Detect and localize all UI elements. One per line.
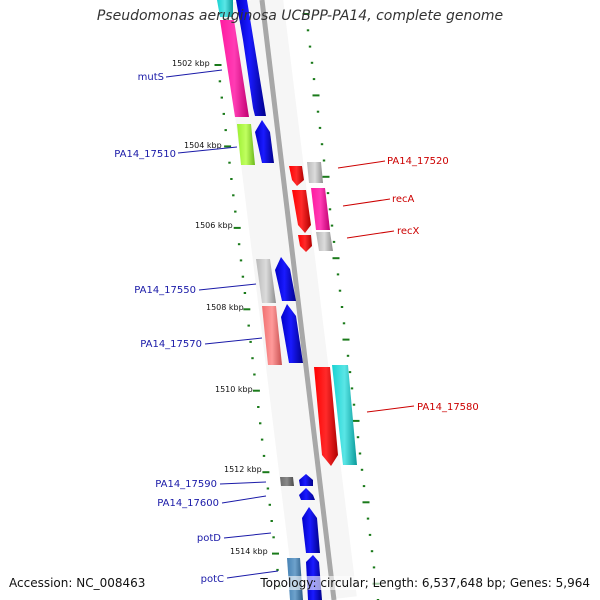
reverse-strand-genes	[289, 162, 357, 466]
gene-PA14_17580[interactable]	[314, 367, 338, 466]
gene-label-PA14_17550[interactable]: PA14_17550	[134, 285, 196, 296]
inner-tick-ring	[214, 64, 281, 588]
gene-label-recX[interactable]: recX	[397, 226, 420, 237]
gene-label-PA14_17510[interactable]: PA14_17510	[114, 149, 176, 160]
gene-label-potD[interactable]: potD	[197, 533, 221, 544]
gene-PA14_17510[interactable]	[255, 120, 274, 163]
gene-recA[interactable]	[292, 190, 311, 233]
tick-label-1504: 1504 kbp	[184, 141, 222, 150]
gene-PA14_17590[interactable]	[299, 474, 313, 486]
gene-label-mutS[interactable]: mutS	[138, 72, 164, 83]
tick-label-1512: 1512 kbp	[224, 465, 262, 474]
gene-mutS-magenta[interactable]	[220, 20, 249, 117]
gene-PA14_17550[interactable]	[275, 257, 296, 301]
gene-PA14_17570-salmon[interactable]	[262, 306, 282, 365]
gene-recX-grey[interactable]	[316, 232, 333, 251]
genome-stats-text: Topology: circular; Length: 6,537,648 bp…	[260, 576, 590, 590]
gene-label-leaders-right	[337, 160, 415, 413]
gene-PA14_17510-lime[interactable]	[237, 124, 255, 165]
gene-PA14_17580-cyan[interactable]	[332, 365, 357, 465]
gene-recX[interactable]	[298, 235, 312, 252]
gene-PA14_17520[interactable]	[289, 166, 304, 186]
gene-label-PA14_17580[interactable]: PA14_17580	[417, 402, 479, 413]
gene-recA-magenta[interactable]	[311, 188, 330, 230]
gene-mutS[interactable]	[236, 0, 266, 116]
gene-label-recA[interactable]: recA	[392, 194, 415, 205]
kbp-tick-labels: 1502 kbp 1504 kbp 1506 kbp 1508 kbp 1510…	[172, 59, 268, 556]
gene-labels-left: mutS PA14_17510 PA14_17550 PA14_17570 PA…	[114, 72, 224, 585]
tick-label-1508: 1508 kbp	[206, 303, 244, 312]
genome-title: Pseudomonas aeruginosa UCBPP-PA14, compl…	[96, 8, 504, 24]
gene-PA14_17600[interactable]	[299, 488, 315, 500]
gene-cyan-top[interactable]	[217, 0, 233, 17]
accession-text: Accession: NC_008463	[9, 576, 146, 590]
gene-potD[interactable]	[302, 507, 320, 553]
gene-label-PA14_17600[interactable]: PA14_17600	[157, 498, 219, 509]
gene-PA14_17550-grey[interactable]	[256, 259, 276, 303]
gene-PA14_17570[interactable]	[281, 304, 303, 363]
tick-label-1506: 1506 kbp	[195, 221, 233, 230]
gene-label-PA14_17520[interactable]: PA14_17520	[387, 156, 449, 167]
gene-label-potC[interactable]: potC	[201, 574, 224, 585]
gene-label-PA14_17570[interactable]: PA14_17570	[140, 339, 202, 350]
gene-label-PA14_17590[interactable]: PA14_17590	[155, 479, 217, 490]
gene-PA14_17590-darkgrey[interactable]	[280, 477, 294, 486]
gene-labels-right: PA14_17520 recA recX PA14_17580	[387, 156, 479, 413]
gene-label-leaders-left	[165, 69, 279, 579]
tick-label-1502: 1502 kbp	[172, 59, 210, 68]
gene-PA14_17520-grey[interactable]	[307, 162, 323, 183]
tick-label-1510: 1510 kbp	[215, 385, 253, 394]
tick-label-1514: 1514 kbp	[230, 547, 268, 556]
